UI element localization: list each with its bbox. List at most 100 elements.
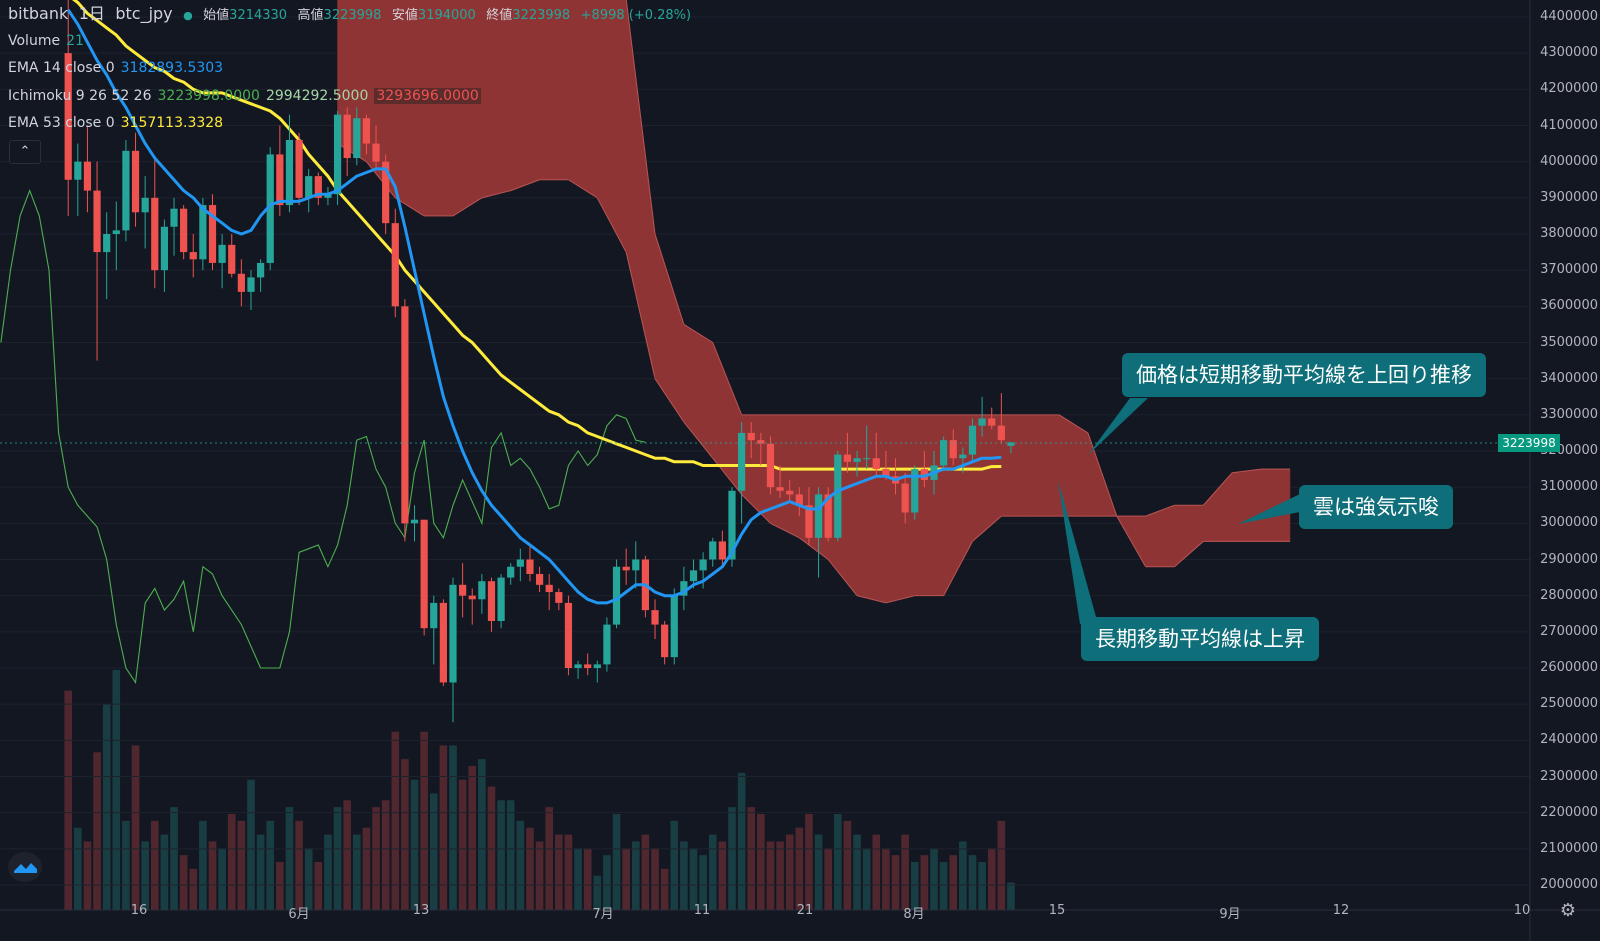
volume-bar	[122, 820, 130, 910]
volume-bar	[834, 814, 842, 910]
price-tick-label: 2000000	[1540, 877, 1598, 892]
volume-value: 21	[66, 32, 84, 49]
candle	[141, 176, 149, 249]
volume-bar	[997, 820, 1006, 910]
candle	[747, 422, 755, 459]
candle	[911, 465, 919, 520]
legend-volume-row[interactable]: Volume 21	[8, 28, 697, 56]
candle-body	[362, 118, 371, 144]
candle-body	[247, 277, 255, 292]
candle	[420, 519, 428, 636]
candle	[372, 125, 380, 169]
candle	[218, 234, 226, 289]
cloud-segment	[827, 414, 858, 597]
candle-body	[410, 519, 419, 524]
candle-body	[208, 205, 217, 263]
callout-long-ma: 長期移動平均線は上昇	[1081, 617, 1319, 661]
candle	[122, 139, 130, 242]
volume-bar	[699, 855, 707, 910]
volume-label: Volume	[8, 32, 61, 49]
price-tick-label: 2200000	[1540, 804, 1598, 820]
time-tick-label: 15	[1048, 903, 1066, 918]
legend-pair[interactable]: btc_jpy	[115, 4, 173, 23]
candle-body	[699, 559, 707, 571]
volume-bar	[247, 779, 255, 910]
volume-bar	[853, 834, 861, 910]
volume-bar	[410, 779, 419, 910]
volume-bar	[631, 841, 640, 910]
volume-bar	[256, 834, 265, 910]
candle	[83, 125, 92, 213]
current-price-tag: 3223998	[1498, 434, 1560, 452]
tradingview-logo-icon[interactable]	[8, 852, 42, 882]
volume-bar	[487, 786, 496, 910]
volume-bar	[930, 848, 938, 910]
candle-body	[324, 194, 332, 198]
ema14-line	[66, 8, 1002, 605]
price-tick-label: 3900000	[1540, 189, 1598, 205]
price-tick-label: 4400000	[1540, 9, 1598, 24]
low-label: 安値	[391, 8, 418, 23]
candle	[285, 114, 294, 213]
volume-bar	[680, 841, 688, 910]
candle	[382, 154, 390, 234]
volume-bar	[670, 820, 679, 910]
candle	[257, 259, 265, 292]
legend-collapse-button[interactable]: ⌃	[9, 140, 41, 164]
legend-ichimoku-row[interactable]: Ichimoku 9 26 52 26 3223998.0000 2994292.5…	[8, 83, 697, 111]
candle	[459, 563, 467, 618]
candle-body	[786, 490, 794, 495]
candle	[738, 422, 746, 524]
candle	[189, 234, 197, 278]
time-tick-label: 6月	[288, 907, 310, 922]
legend-exchange[interactable]: bitbank	[8, 4, 69, 23]
candle-body	[199, 205, 207, 260]
gear-icon[interactable]: ⚙	[1559, 900, 1576, 921]
cloud-segment	[1231, 468, 1262, 542]
volume-bar	[83, 841, 92, 910]
legend-interval[interactable]: 1日	[78, 4, 105, 23]
volume-bar	[564, 834, 573, 910]
candle	[487, 577, 496, 632]
volume-bar	[179, 855, 188, 910]
candle	[151, 158, 159, 289]
volume-bar	[353, 834, 361, 910]
legend-ema14-row[interactable]: EMA 14 close 0 3182893.5303	[8, 55, 697, 83]
candle	[612, 559, 621, 629]
candle	[208, 194, 217, 271]
candle-body	[333, 114, 342, 195]
volume-bar	[612, 814, 621, 910]
ichimoku-value-3: 3293696.0000	[374, 87, 481, 104]
candle-body	[988, 418, 996, 426]
volume-bar	[872, 834, 881, 910]
volume-bar	[603, 855, 611, 910]
volume-bar	[131, 745, 140, 910]
callout-short-ma: 価格は短期移動平均線を上回り推移	[1122, 353, 1486, 397]
lagging-span-line	[0, 189, 646, 685]
volume-bar	[199, 820, 207, 910]
ema14-label: EMA 14 close 0	[8, 60, 115, 76]
span-b-edge	[510, 179, 540, 192]
candle	[603, 617, 611, 672]
candle-body	[738, 432, 746, 491]
open-label: 始値	[203, 8, 230, 23]
candle-body	[959, 454, 967, 459]
price-tick-label: 3500000	[1540, 334, 1598, 350]
cloud-segment	[741, 414, 771, 525]
volume-bar	[910, 862, 919, 910]
candle	[362, 114, 371, 155]
volume-bar	[747, 807, 756, 910]
candle	[1007, 442, 1015, 454]
cloud-segment	[683, 323, 714, 460]
span-b-edge	[481, 190, 511, 199]
candle	[564, 595, 573, 676]
candle	[131, 132, 140, 227]
candle-body	[978, 418, 986, 426]
candle	[410, 505, 419, 542]
candle	[949, 429, 957, 466]
candle	[516, 548, 524, 582]
volume-bars	[64, 670, 1015, 910]
candle-body	[64, 53, 72, 180]
legend-ema53-row[interactable]: EMA 53 close 0 3157113.3328	[8, 110, 697, 138]
